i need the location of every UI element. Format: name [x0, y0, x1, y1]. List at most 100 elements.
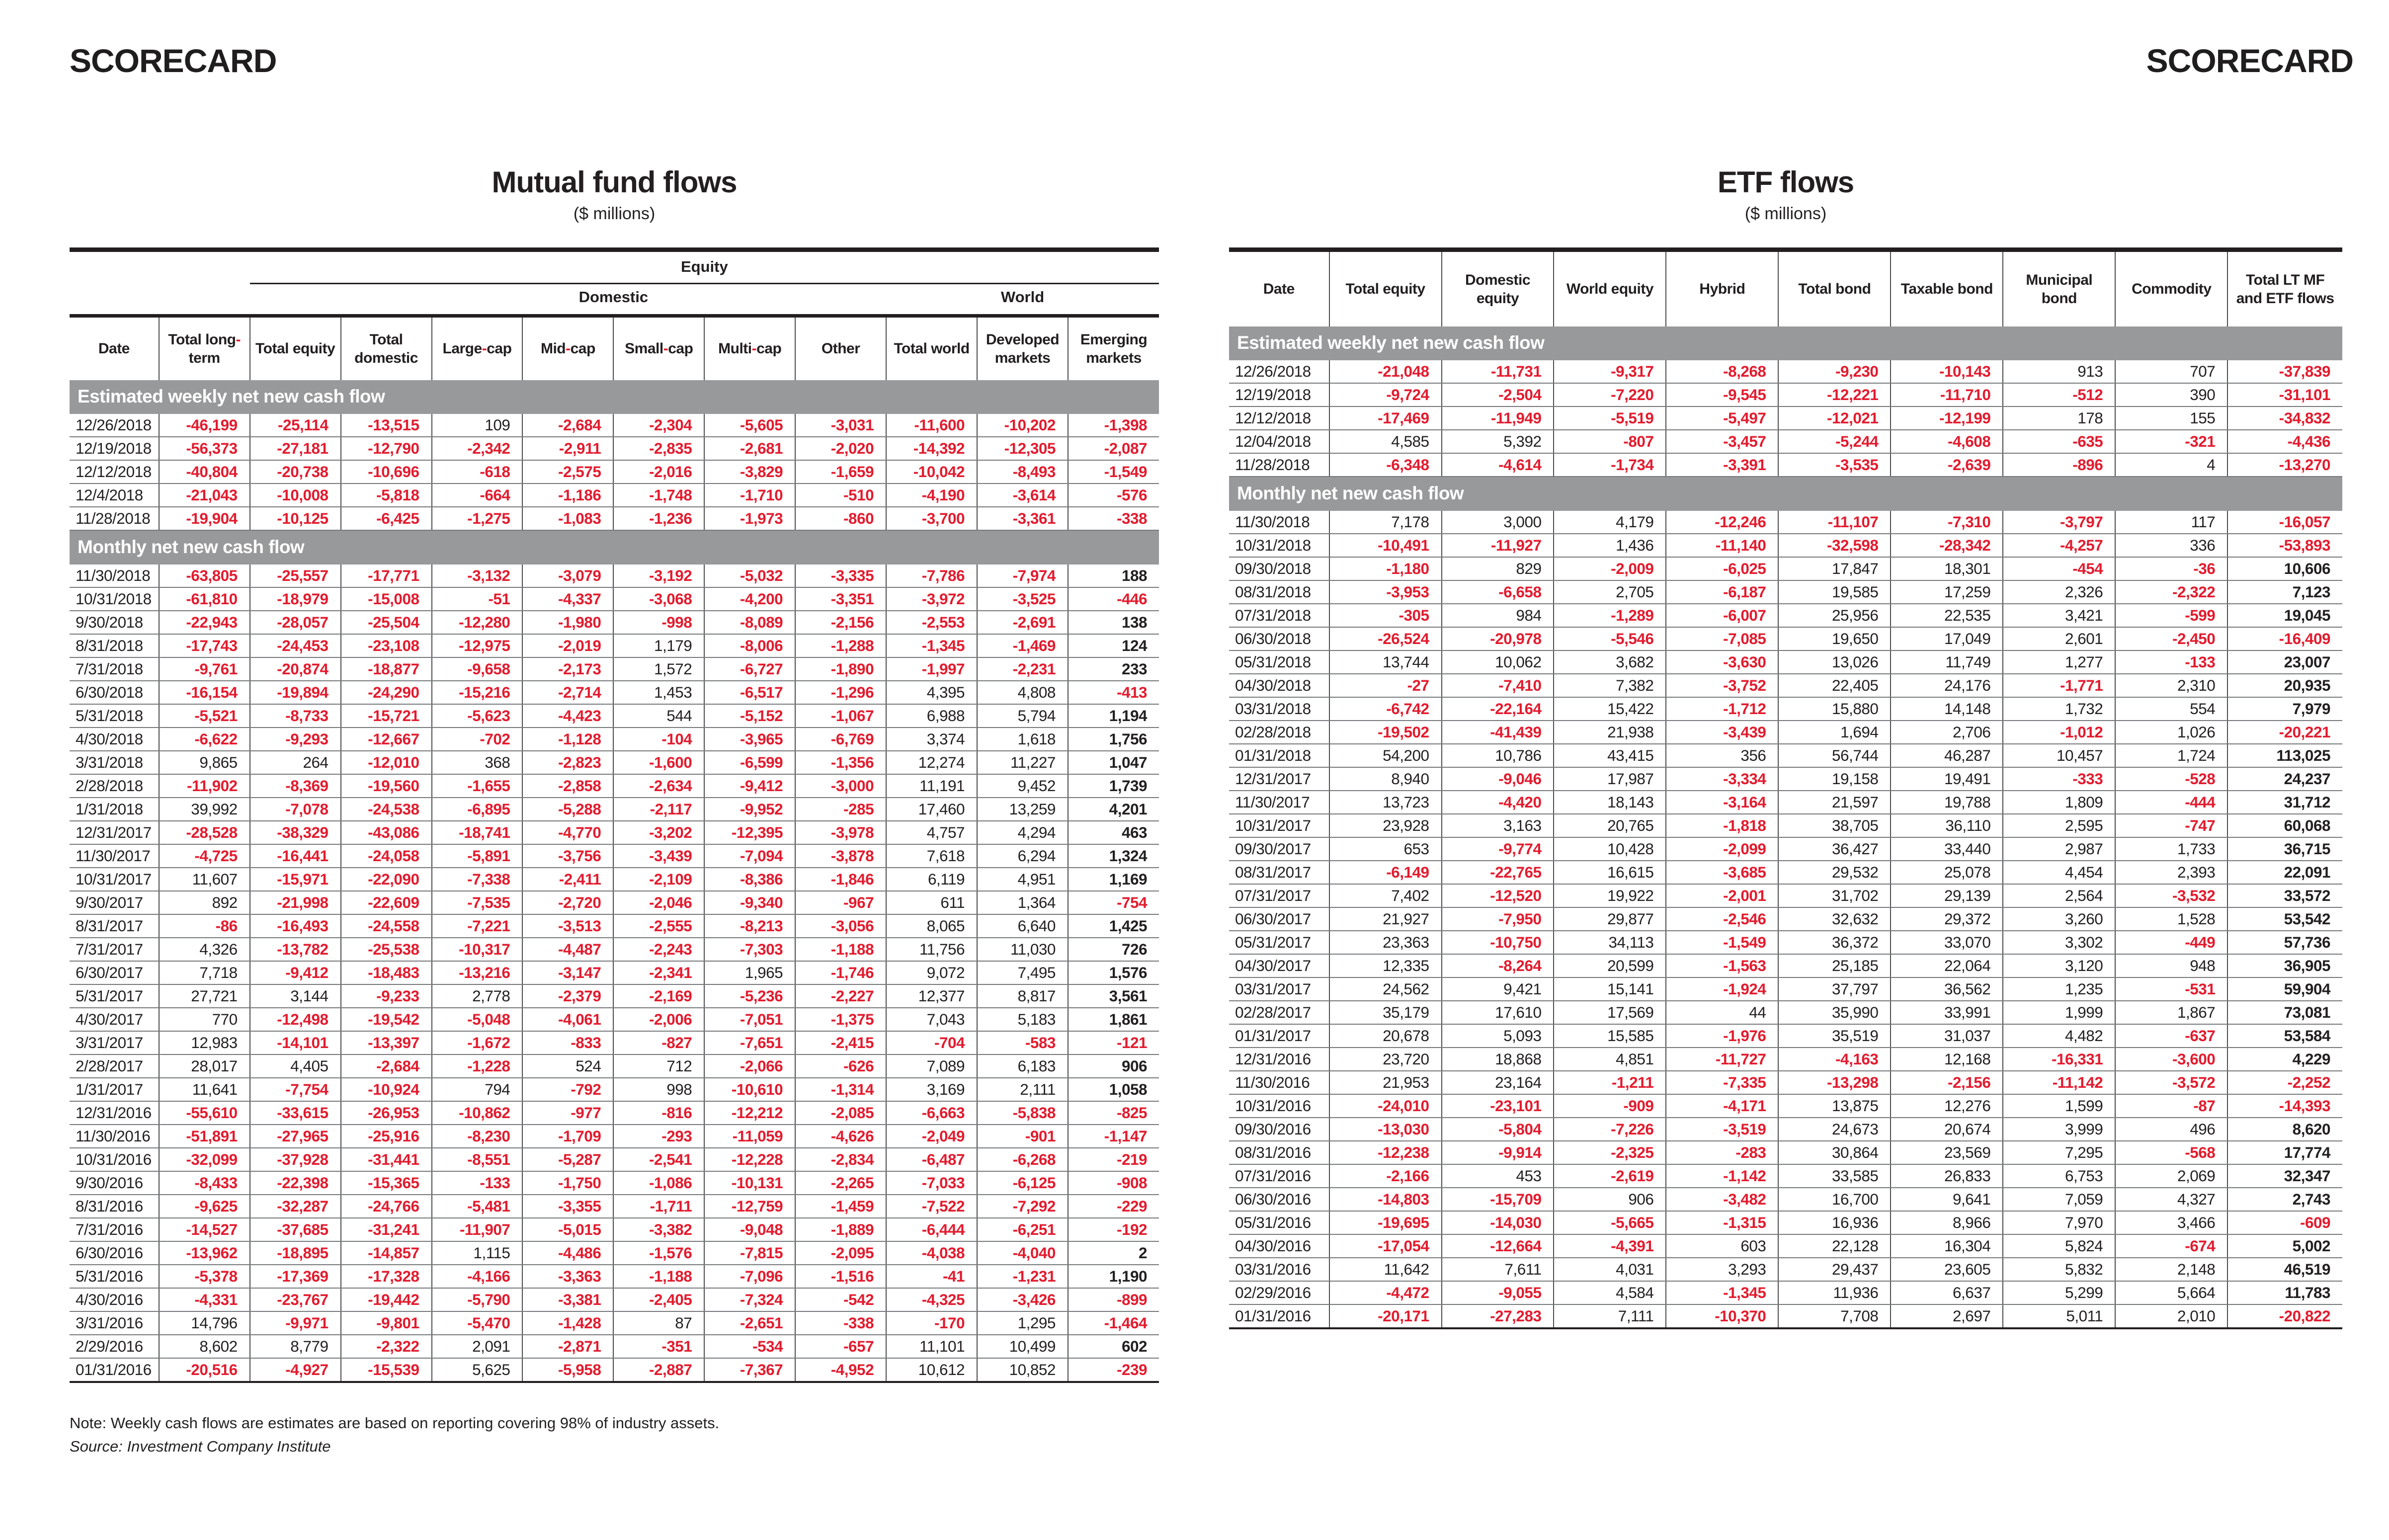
value-cell: -568 — [2115, 1141, 2228, 1165]
value-cell: 7,089 — [886, 1054, 978, 1078]
value-cell: 29,139 — [1890, 884, 2003, 908]
value-cell: 37,797 — [1778, 977, 1891, 1001]
value-cell: 109 — [431, 414, 523, 437]
value-cell: -2,415 — [795, 1031, 887, 1055]
value-cell: -9,230 — [1778, 360, 1891, 384]
value-cell: 2,393 — [2115, 861, 2228, 885]
value-cell: 2,326 — [2002, 580, 2116, 604]
value-cell: 10,852 — [977, 1358, 1068, 1382]
value-cell: -5,605 — [704, 414, 796, 437]
value-cell: 24,176 — [1890, 674, 2003, 698]
value-cell: -9,412 — [704, 774, 796, 798]
value-cell: 8,966 — [1890, 1211, 2003, 1235]
value-cell: 11,783 — [2227, 1281, 2342, 1305]
value-cell: 1,364 — [977, 891, 1068, 915]
value-cell: -305 — [1328, 604, 1442, 628]
value-cell: 1,169 — [1067, 868, 1159, 892]
value-cell: 14,148 — [1890, 697, 2003, 721]
value-cell: 10,786 — [1441, 744, 1554, 768]
date-cell: 04/30/2016 — [1229, 1234, 1329, 1258]
value-cell: -18,979 — [249, 587, 341, 611]
value-cell: -6,251 — [977, 1218, 1068, 1242]
value-cell: -12,975 — [431, 634, 523, 658]
value-cell: -19,560 — [340, 774, 432, 798]
value-cell: 2,069 — [2115, 1164, 2228, 1188]
value-cell: -61,810 — [158, 587, 250, 611]
value-cell: -4,472 — [1328, 1281, 1442, 1305]
value-cell: 10,428 — [1553, 837, 1666, 861]
value-cell: -10,143 — [1890, 360, 2003, 384]
value-cell: -1,549 — [1665, 931, 1779, 955]
value-cell: 712 — [613, 1054, 705, 1078]
value-cell: -1,746 — [795, 961, 887, 985]
value-cell: -1,083 — [522, 507, 614, 531]
value-cell: -351 — [613, 1335, 705, 1359]
date-cell: 01/31/2018 — [1229, 744, 1329, 768]
value-cell: -2,049 — [886, 1125, 978, 1148]
value-cell: -31,241 — [340, 1218, 432, 1242]
value-cell: 1,026 — [2115, 721, 2228, 744]
value-cell: -27,181 — [249, 437, 341, 461]
column-header: Multi-cap — [704, 316, 796, 380]
value-cell: -635 — [2002, 430, 2116, 454]
value-cell: -1,428 — [522, 1311, 614, 1335]
value-cell: -283 — [1665, 1141, 1779, 1165]
value-cell: -1,464 — [1067, 1311, 1159, 1335]
value-cell: -26,524 — [1328, 627, 1442, 651]
value-cell: -998 — [613, 611, 705, 635]
value-cell: -16,154 — [158, 681, 250, 705]
mutual-fund-title: Mutual fund flows — [492, 165, 738, 199]
value-cell: 3,421 — [2002, 604, 2116, 628]
value-cell: -6,487 — [886, 1148, 978, 1172]
value-cell: -19,695 — [1328, 1211, 1442, 1235]
value-cell: -1,672 — [431, 1031, 523, 1055]
date-cell: 5/31/2018 — [70, 704, 159, 728]
column-header: Emerging markets — [1067, 316, 1159, 380]
value-cell: 3,163 — [1441, 814, 1554, 838]
value-cell: 1,324 — [1067, 844, 1159, 868]
value-cell: 8,620 — [2227, 1118, 2342, 1141]
value-cell: -3,068 — [613, 587, 705, 611]
value-cell: -5,623 — [431, 704, 523, 728]
value-cell: 906 — [1553, 1188, 1666, 1212]
value-cell: -14,392 — [886, 437, 978, 461]
value-cell: 544 — [613, 704, 705, 728]
value-cell: -12,228 — [704, 1148, 796, 1172]
value-cell: -9,971 — [249, 1311, 341, 1335]
value-cell: 17,987 — [1553, 767, 1666, 791]
value-cell: -239 — [1067, 1358, 1159, 1382]
value-cell: -22,090 — [340, 868, 432, 892]
date-cell: 01/31/2016 — [76, 1361, 152, 1378]
value-cell: 3,302 — [2002, 931, 2116, 955]
date-cell: 7/31/2017 — [70, 938, 159, 962]
date-cell: 11/28/2018 — [70, 507, 159, 531]
date-cell: 12/31/2017 — [70, 821, 159, 845]
value-cell: 35,990 — [1778, 1001, 1891, 1025]
table-row: 06/30/2018 -26,524 -20,978 -5,546 -7,085 19,6… — [1229, 627, 2342, 651]
table-row: 12/04/2018 4,585 5,392 -807 -3,457 -5,244 -4,6… — [1229, 430, 2342, 454]
value-cell: 11,642 — [1328, 1258, 1442, 1282]
value-cell: 117 — [2115, 511, 2228, 534]
table-row: 11/30/2017 13,723 -4,420 18,143 -3,164 21,597… — [1229, 791, 2342, 814]
table-row: 05/31/2017 23,363 -10,750 34,113 -1,549 36,37… — [1229, 931, 2342, 955]
value-cell: 554 — [2115, 697, 2228, 721]
value-cell: 15,880 — [1778, 697, 1891, 721]
value-cell: -3,572 — [2115, 1071, 2228, 1095]
date-cell: 11/30/2017 — [70, 844, 159, 868]
value-cell: 6,119 — [886, 868, 978, 892]
table-row: 10/31/2017 23,928 3,163 20,765 -1,818 38,705 3… — [1229, 814, 2342, 838]
equity-group-header: Equity — [249, 249, 1159, 284]
value-cell: -14,527 — [158, 1218, 250, 1242]
value-cell: -9,340 — [704, 891, 796, 915]
value-cell: -11,140 — [1665, 534, 1779, 558]
value-cell: -12,667 — [340, 728, 432, 751]
table-row: 4/30/2016 -4,331 -23,767 -19,442 -5,790 -3,38… — [70, 1288, 1159, 1312]
value-cell: -133 — [2115, 650, 2228, 674]
value-cell: -6,425 — [340, 507, 432, 531]
value-cell: 46,519 — [2227, 1258, 2342, 1282]
value-cell: -3,132 — [431, 565, 523, 588]
column-header: Total equity — [249, 316, 341, 380]
source-line: Source: Investment Company Institute — [70, 1437, 331, 1455]
value-cell: -2,714 — [522, 681, 614, 705]
date-cell: 5/31/2016 — [70, 1265, 159, 1289]
